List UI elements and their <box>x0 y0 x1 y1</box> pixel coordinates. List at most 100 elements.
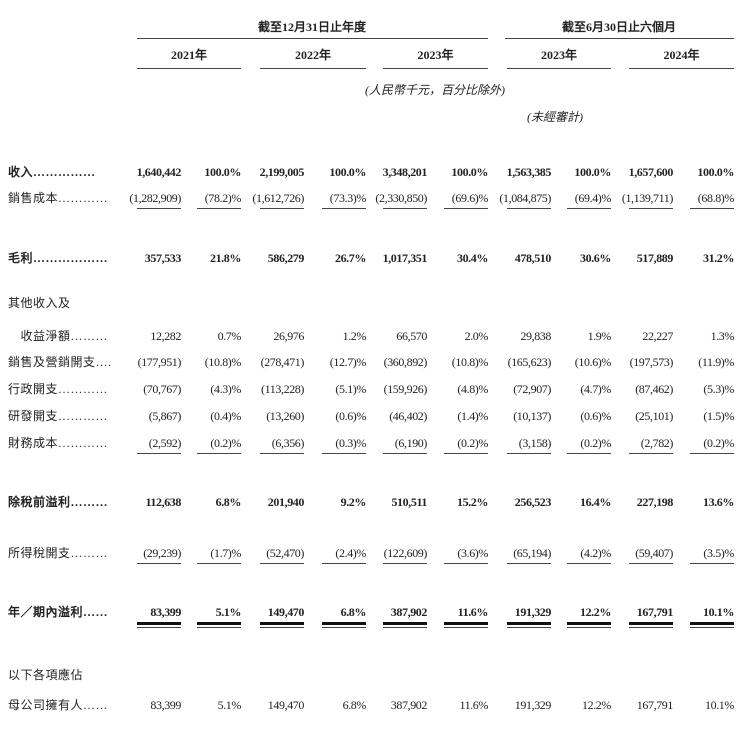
amount-cell: (72,907) <box>513 382 551 396</box>
total-rule <box>383 627 427 628</box>
percent-cell: (0.4)% <box>210 409 241 423</box>
percent-cell: (0.2)% <box>210 436 241 450</box>
unaudited-note: (未經審計) <box>527 110 583 124</box>
percent-cell: (69.4)% <box>574 191 612 205</box>
amount-cell: 510,511 <box>391 495 427 509</box>
unit-note: (人民幣千元，百分比除外) <box>365 83 505 97</box>
amount-cell: (360,892) <box>383 355 428 369</box>
percent-cell: 1.9% <box>587 329 612 343</box>
percent-cell: 21.8% <box>209 251 241 265</box>
row-label: 銷售成本………… <box>8 191 109 205</box>
subtotal-rule <box>383 563 427 564</box>
percent-cell: (3.5)% <box>703 546 734 560</box>
subtotal-rule <box>690 208 734 209</box>
total-rule <box>444 627 488 628</box>
group-rule <box>505 38 734 39</box>
subtotal-rule <box>507 563 551 564</box>
row-label: 財務成本………… <box>8 436 109 450</box>
row-label: 所得稅開支……… <box>8 546 109 560</box>
percent-cell: 15.2% <box>456 495 488 509</box>
amount-cell: 191,329 <box>514 698 552 712</box>
year-header: 2024年 <box>663 48 700 62</box>
subtotal-rule <box>322 208 366 209</box>
percent-cell: 11.6% <box>457 605 489 619</box>
percent-cell: 30.4% <box>456 251 488 265</box>
amount-cell: 201,940 <box>267 495 305 509</box>
percent-cell: (5.3)% <box>703 382 734 396</box>
amount-cell: (46,402) <box>389 409 427 423</box>
amount-cell: 167,791 <box>636 605 674 619</box>
year-rule <box>507 68 611 69</box>
row-label: 銷售及營銷開支…. <box>8 355 112 369</box>
amount-cell: (13,260) <box>266 409 304 423</box>
total-rule <box>507 622 551 625</box>
amount-cell: (25,101) <box>635 409 673 423</box>
percent-cell: 13.6% <box>702 495 734 509</box>
amount-cell: 83,399 <box>150 605 181 619</box>
amount-cell: 586,279 <box>267 251 305 265</box>
subtotal-rule <box>197 453 241 454</box>
total-rule <box>383 622 427 625</box>
percent-cell: (11.9)% <box>698 355 734 369</box>
subtotal-rule <box>322 453 366 454</box>
percent-cell: (0.2)% <box>703 436 734 450</box>
amount-cell: (1,084,875) <box>499 191 551 205</box>
percent-cell: (0.3)% <box>335 436 366 450</box>
amount-cell: 1,640,442 <box>136 165 182 179</box>
total-rule <box>137 627 181 628</box>
subtotal-rule <box>260 453 304 454</box>
row-label: 收入…………… <box>8 165 96 179</box>
percent-cell: 100.0% <box>204 165 241 179</box>
percent-cell: 1.2% <box>342 329 367 343</box>
percent-cell: 10.1% <box>702 605 734 619</box>
subtotal-rule <box>383 208 427 209</box>
amount-cell: 517,889 <box>636 251 674 265</box>
percent-cell: 5.1% <box>215 605 242 619</box>
year-rule <box>137 68 241 69</box>
percent-cell: (4.8)% <box>457 382 488 396</box>
amount-cell: (5,867) <box>148 409 182 423</box>
total-rule <box>690 627 734 628</box>
amount-cell: (1,612,726) <box>252 191 304 205</box>
amount-cell: 12,282 <box>150 329 181 343</box>
percent-cell: (73.3)% <box>329 191 367 205</box>
group-header-year: 截至12月31日止年度 <box>257 20 367 34</box>
percent-cell: (1.4)% <box>457 409 488 423</box>
percent-cell: (5.1)% <box>335 382 366 396</box>
percent-cell: 6.8% <box>340 605 367 619</box>
amount-cell: (1,282,909) <box>129 191 181 205</box>
total-rule <box>197 622 241 625</box>
percent-cell: (0.2)% <box>580 436 611 450</box>
amount-cell: 149,470 <box>267 698 305 712</box>
amount-cell: (65,194) <box>513 546 551 560</box>
percent-cell: (12.7)% <box>329 355 367 369</box>
percent-cell: (3.6)% <box>457 546 488 560</box>
amount-cell: 1,563,385 <box>506 165 552 179</box>
amount-cell: 167,791 <box>636 698 674 712</box>
amount-cell: (159,926) <box>383 382 428 396</box>
amount-cell: (59,407) <box>635 546 673 560</box>
subtotal-rule <box>260 208 304 209</box>
percent-cell: (78.2)% <box>204 191 242 205</box>
amount-cell: 83,399 <box>150 698 181 712</box>
percent-cell: (0.6)% <box>580 409 611 423</box>
amount-cell: 22,227 <box>642 329 673 343</box>
amount-cell: (197,573) <box>629 355 674 369</box>
row-label: 研發開支………… <box>8 409 109 423</box>
total-rule <box>567 627 611 628</box>
total-rule <box>444 622 488 625</box>
percent-cell: 30.6% <box>579 251 611 265</box>
amount-cell: (3,158) <box>518 436 552 450</box>
amount-cell: (52,470) <box>266 546 304 560</box>
subtotal-rule <box>137 208 181 209</box>
total-rule <box>629 622 673 625</box>
total-rule <box>690 622 734 625</box>
amount-cell: 149,470 <box>267 605 305 619</box>
percent-cell: 31.2% <box>702 251 734 265</box>
subtotal-rule <box>507 453 551 454</box>
total-rule <box>197 627 241 628</box>
amount-cell: (113,228) <box>261 382 304 396</box>
amount-cell: (87,462) <box>635 382 673 396</box>
amount-cell: (10,137) <box>513 409 551 423</box>
percent-cell: 1.3% <box>710 329 735 343</box>
